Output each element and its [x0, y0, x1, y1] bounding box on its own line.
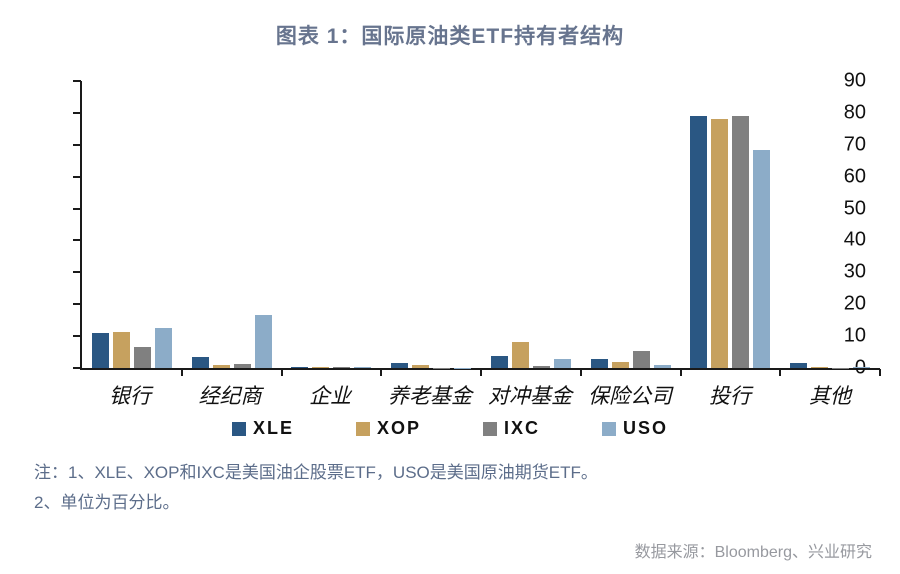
legend-label-uso: USO — [623, 418, 669, 438]
x-axis-label-对冲基金: 对冲基金 — [488, 384, 572, 408]
bar-xop-保险公司 — [611, 361, 629, 368]
y-tick-mark — [73, 80, 81, 82]
bar-ixc-保险公司 — [632, 351, 650, 368]
bar-ixc-投行 — [732, 116, 750, 368]
legend-item-ixc: IXC — [483, 418, 540, 439]
y-tick-label: 30 — [843, 260, 866, 283]
x-tick-mark — [679, 369, 682, 376]
y-tick-mark — [73, 303, 81, 306]
x-tick-mark — [579, 369, 582, 376]
bar-uso-企业 — [354, 367, 372, 368]
bar-xle-企业 — [291, 367, 309, 368]
y-tick-label: 20 — [843, 292, 866, 315]
legend-item-xop: XOP — [355, 418, 421, 439]
bar-xle-养老基金 — [391, 362, 409, 368]
bar-xle-其他 — [790, 363, 808, 368]
bar-ixc-经纪商 — [233, 363, 251, 368]
y-tick-mark — [73, 367, 81, 369]
y-tick-label: 50 — [843, 197, 866, 220]
bar-xle-对冲基金 — [490, 355, 508, 368]
y-tick-label: 60 — [843, 165, 866, 188]
x-tick-mark — [380, 369, 383, 376]
y-tick-label: 70 — [843, 133, 866, 156]
y-tick-mark — [73, 111, 81, 114]
bar-xop-企业 — [312, 367, 330, 368]
bar-ixc-企业 — [333, 367, 351, 368]
legend-swatch-xop — [355, 421, 370, 436]
legend-label-ixc: IXC — [504, 418, 541, 438]
chart-title: 图表 1：国际原油类ETF持有者结构 — [275, 25, 625, 48]
y-tick-label: 10 — [843, 324, 866, 347]
x-axis-label-经纪商: 经纪商 — [198, 384, 262, 408]
legend-swatch-xle — [231, 421, 246, 436]
y-tick-mark — [73, 271, 81, 274]
bar-group-经纪商 — [182, 81, 282, 368]
legend-swatch-ixc — [483, 421, 497, 436]
bar-uso-对冲基金 — [553, 359, 571, 368]
bar-ixc-银行 — [133, 347, 151, 368]
legend-item-uso: USO — [602, 418, 668, 439]
x-tick-mark — [879, 369, 881, 376]
x-axis-label-投行: 投行 — [709, 384, 751, 408]
bar-ixc-对冲基金 — [532, 365, 550, 368]
bar-group-银行 — [82, 81, 182, 368]
y-tick-mark — [73, 207, 81, 210]
x-axis-label-其他: 其他 — [809, 384, 851, 408]
y-tick-label: 90 — [843, 69, 866, 92]
legend-item-xle: XLE — [231, 418, 294, 439]
footnote-line-2: 2、单位为百分比。 — [34, 493, 180, 512]
bar-xle-经纪商 — [191, 357, 209, 368]
data-source: 数据来源：Bloomberg、兴业研究 — [634, 544, 872, 561]
bar-uso-经纪商 — [254, 315, 272, 368]
x-tick-mark — [180, 369, 183, 376]
legend-swatch-uso — [602, 421, 617, 436]
legend-label-xle: XLE — [252, 418, 294, 438]
legend: XLE XOP IXC USO — [0, 418, 900, 439]
bar-uso-投行 — [753, 149, 771, 368]
x-axis-label-保险公司: 保险公司 — [588, 384, 672, 408]
footnote-line-1: 注：1、XLE、XOP和IXC是美国油企股票ETF，USO是美国原油期货ETF。 — [34, 463, 598, 482]
bar-group-其他 — [780, 81, 880, 368]
y-tick-mark — [73, 143, 81, 146]
bar-group-保险公司 — [581, 81, 681, 368]
plot-area: 0102030405060708090 — [73, 70, 881, 379]
bar-group-对冲基金 — [481, 81, 581, 368]
y-tick-mark — [73, 175, 81, 178]
y-tick-label: 80 — [843, 101, 866, 124]
footnotes: 注：1、XLE、XOP和IXC是美国油企股票ETF，USO是美国原油期货ETF。… — [34, 458, 734, 518]
y-tick-mark — [73, 239, 81, 242]
x-tick-mark — [779, 369, 782, 376]
bar-xop-银行 — [112, 331, 130, 368]
bar-xle-银行 — [91, 332, 109, 368]
legend-label-xop: XOP — [376, 418, 421, 438]
bar-xle-保险公司 — [590, 358, 608, 368]
bar-xop-养老基金 — [412, 364, 430, 368]
y-tick-mark — [73, 335, 81, 338]
bar-xop-投行 — [711, 119, 729, 368]
x-axis-label-养老基金: 养老基金 — [388, 384, 472, 408]
bar-group-养老基金 — [381, 81, 481, 368]
bar-uso-保险公司 — [653, 364, 671, 368]
y-tick-label: 40 — [843, 228, 866, 251]
bar-group-企业 — [282, 81, 382, 368]
bar-xle-投行 — [690, 116, 708, 368]
bar-uso-其他 — [853, 367, 871, 368]
x-axis-label-企业: 企业 — [309, 384, 351, 408]
bar-group-投行 — [681, 81, 781, 368]
bar-xop-对冲基金 — [511, 342, 529, 368]
x-tick-mark — [280, 369, 283, 376]
bar-xop-经纪商 — [212, 364, 230, 368]
x-axis-label-银行: 银行 — [109, 384, 151, 408]
x-axis-labels: 银行 经纪商 企业 养老基金 对冲基金 保险公司 投行 其他 — [80, 380, 880, 410]
bar-uso-银行 — [154, 328, 172, 368]
x-tick-mark — [480, 369, 482, 376]
bar-xop-其他 — [811, 366, 829, 368]
